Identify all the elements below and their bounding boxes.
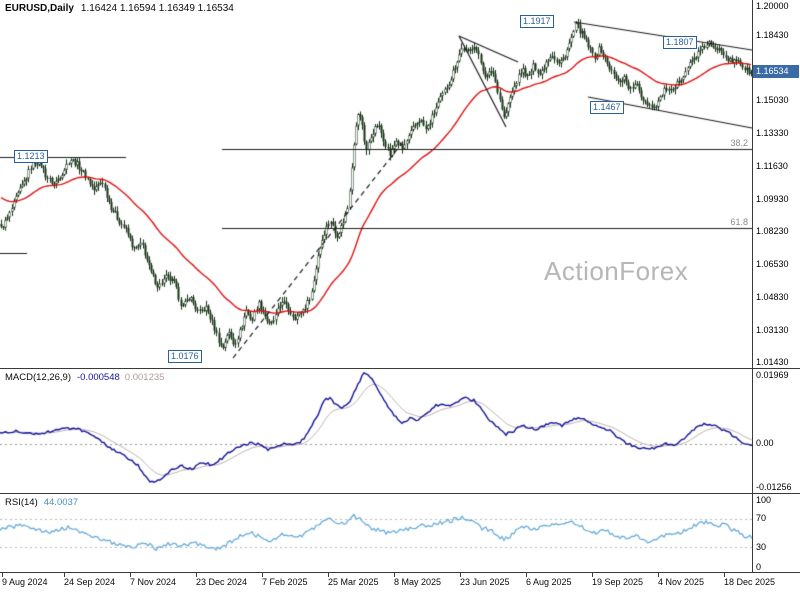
rsi-header: RSI(14) 44.0037 [5, 497, 78, 508]
macd-axis-label: 0.01969 [756, 370, 789, 380]
symbol-timeframe: EURUSD,Daily [5, 3, 74, 14]
fib-level-label: 38.2 [730, 137, 748, 148]
price-axis-label: 1.20000 [756, 1, 789, 11]
price-callout[interactable]: 1.1917 [520, 14, 554, 28]
date-label: 9 Aug 2024 [2, 577, 48, 587]
time-axis-tick [196, 573, 197, 577]
fib-level-label: 61.8 [730, 216, 748, 227]
price-callout[interactable]: 1.0176 [168, 350, 202, 364]
time-axis-tick [526, 573, 527, 577]
ohlc-values: 1.16424 1.16594 1.16349 1.16534 [80, 3, 234, 14]
date-label: 18 Dec 2025 [724, 577, 776, 587]
date-label: 7 Nov 2024 [130, 577, 177, 587]
current-price-tag: 1.16534 [753, 65, 799, 78]
price-callout[interactable]: 1.1467 [590, 101, 624, 115]
price-callout[interactable]: 1.1213 [14, 150, 48, 164]
macd-axis-label: -0.01256 [756, 482, 792, 492]
rsi-axis-label: 100 [756, 495, 772, 505]
price-axis-label: 1.04830 [756, 291, 789, 302]
macd-main-value: -0.000548 [77, 372, 120, 383]
rsi-canvas[interactable] [0, 494, 752, 572]
panel-divider[interactable] [0, 572, 800, 573]
price-axis-label: 1.18430 [756, 29, 789, 40]
rsi-value: 44.0037 [43, 497, 79, 508]
time-axis-tick [130, 573, 131, 577]
macd-axis-label: 0.00 [756, 438, 774, 449]
date-label: 23 Dec 2024 [196, 577, 248, 587]
date-label: 25 Mar 2025 [328, 577, 379, 587]
date-label: 19 Sep 2025 [592, 577, 644, 587]
time-axis-tick [64, 573, 65, 577]
rsi-axis-label: 30 [756, 541, 767, 552]
time-axis-tick [328, 573, 329, 577]
macd-label: MACD(12,26,9) [5, 372, 71, 383]
price-axis-label: 1.09930 [756, 193, 789, 204]
time-axis-tick [2, 573, 3, 577]
price-axis-label: 1.13330 [756, 128, 789, 139]
price-axis-label: 1.15030 [756, 95, 789, 106]
date-label: 6 Aug 2025 [526, 577, 572, 587]
date-label: 8 May 2025 [394, 577, 442, 587]
macd-header: MACD(12,26,9) -0.000548 0.001235 [5, 372, 164, 383]
date-label: 7 Feb 2025 [262, 577, 308, 587]
price-axis-label: 1.08230 [756, 226, 789, 237]
macd-canvas[interactable] [0, 369, 752, 493]
price-axis-label: 1.03130 [756, 324, 789, 335]
panel-divider[interactable] [0, 368, 800, 369]
price-axis-border [752, 0, 753, 573]
rsi-axis-label: 0 [756, 562, 762, 572]
price-chart-canvas[interactable] [0, 0, 752, 368]
date-label: 23 Jun 2025 [460, 577, 510, 587]
rsi-label: RSI(14) [5, 497, 38, 508]
price-axis-label: 1.01430 [756, 357, 789, 367]
macd-signal-value: 0.001235 [124, 372, 165, 383]
time-axis-tick [658, 573, 659, 577]
chart-title: EURUSD,Daily 1.16424 1.16594 1.16349 1.16… [5, 3, 234, 14]
time-axis-tick [724, 573, 725, 577]
price-axis-label: 1.11630 [756, 160, 788, 171]
price-axis-label: 1.06530 [756, 259, 789, 270]
rsi-axis-label: 70 [756, 513, 767, 524]
time-axis-tick [592, 573, 593, 577]
time-axis-tick [262, 573, 263, 577]
panel-divider[interactable] [0, 493, 800, 494]
price-callout[interactable]: 1.1807 [663, 35, 697, 49]
time-axis-tick [460, 573, 461, 577]
time-axis-tick [394, 573, 395, 577]
date-label: 4 Nov 2025 [658, 577, 705, 587]
date-label: 24 Sep 2024 [64, 577, 116, 587]
